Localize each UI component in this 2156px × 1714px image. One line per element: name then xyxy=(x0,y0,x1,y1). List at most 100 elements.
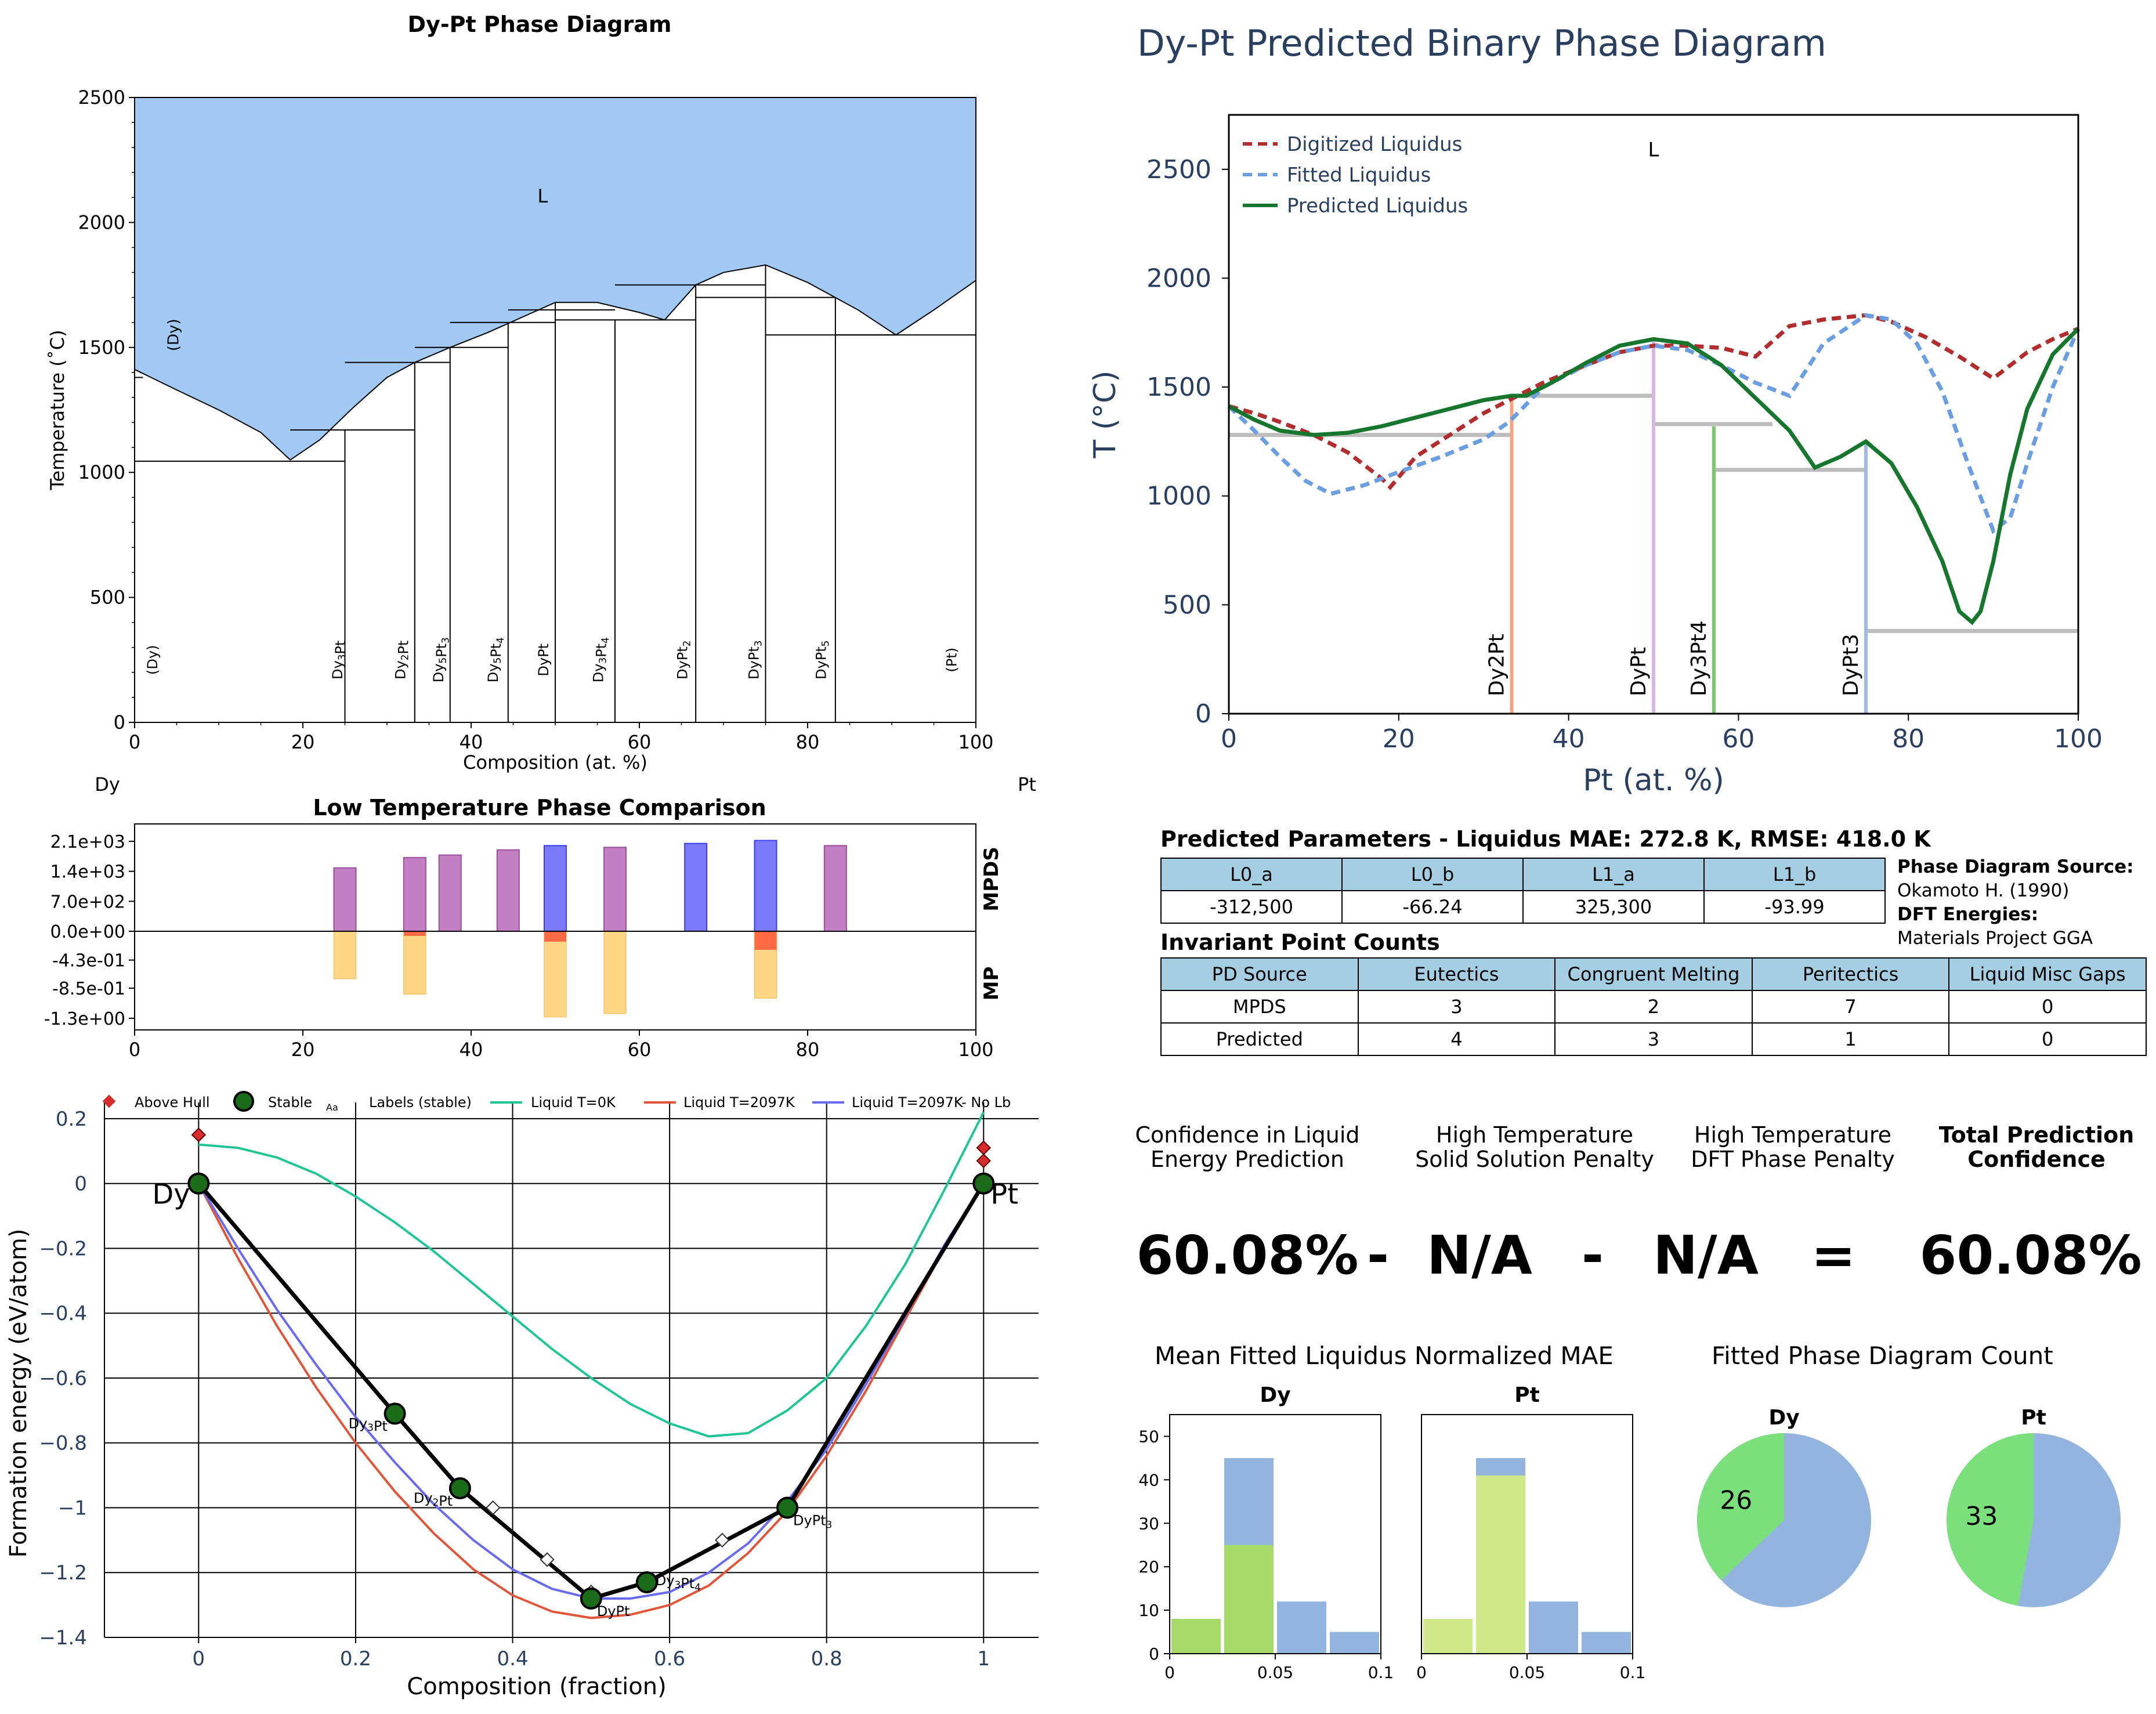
minus-operator: - xyxy=(1366,1224,1390,1286)
hist-frame xyxy=(1421,1414,1633,1654)
x-tick-label: 80 xyxy=(796,731,820,753)
x-tick-label: 0 xyxy=(1416,1663,1427,1682)
confidence-col1-line: Energy Prediction xyxy=(1151,1147,1344,1172)
x-tick-label: 20 xyxy=(1383,724,1415,754)
dft-value: Materials Project GGA xyxy=(1897,928,2093,949)
dy-solution-label: (Dy) xyxy=(165,319,182,351)
legend-label: Above Hull xyxy=(135,1094,210,1111)
x-tick-label: 40 xyxy=(460,1039,483,1061)
mp-bar-offhull xyxy=(403,931,426,936)
comparison-title: Low Temperature Phase Comparison xyxy=(313,795,766,820)
param-header: L0_b xyxy=(1341,858,1524,891)
pie-panel-title: Dy xyxy=(1768,1406,1799,1430)
confidence-col2-line: Solid Solution Penalty xyxy=(1415,1147,1654,1172)
metastable-marker xyxy=(715,1532,730,1548)
phase-label: Dy3Pt xyxy=(330,641,349,679)
phase-label: DyPt5 xyxy=(813,641,831,679)
legend-label: Liquid T=0K xyxy=(531,1094,616,1111)
mp-bar-offhull xyxy=(754,931,777,950)
y-tick-label: 20 xyxy=(1138,1557,1159,1576)
liquidus-curve xyxy=(1228,313,2079,490)
dft-label: DFT Energies: xyxy=(1897,904,2039,925)
y-tick-label: 0.2 xyxy=(56,1108,87,1131)
legend-label: Fitted Liquidus xyxy=(1287,164,1431,187)
y-axis-label: T (°C) xyxy=(1088,370,1123,458)
x-tick-label: 0 xyxy=(129,1039,140,1061)
plot-frame xyxy=(1228,114,2079,715)
y-tick-label: 0.0e+00 xyxy=(50,922,125,942)
x-tick-label: 20 xyxy=(291,731,315,753)
phase-label: Dy5Pt3 xyxy=(431,637,451,682)
hist-bar-total xyxy=(1529,1601,1578,1654)
confidence-col3-line: DFT Phase Penalty xyxy=(1691,1147,1895,1172)
pie-panel-title: Pt xyxy=(2021,1406,2046,1430)
hist-bar-highlight xyxy=(1224,1545,1274,1654)
inv-header: Peritectics xyxy=(1751,957,1950,991)
compound-label: Dy3Pt4 xyxy=(656,1572,701,1593)
y-tick-label: 30 xyxy=(1138,1514,1159,1533)
y-tick-label: 10 xyxy=(1138,1601,1159,1620)
confidence-col4-line: Confidence xyxy=(1967,1147,2106,1172)
confidence-col1-line: Confidence in Liquid xyxy=(1135,1122,1360,1148)
inv-cell: Predicted xyxy=(1160,1022,1359,1056)
y-tick-label: −0.6 xyxy=(39,1367,87,1390)
mpds-bar xyxy=(823,845,847,932)
inv-cell: 2 xyxy=(1554,990,1753,1024)
x-tick-label: 0.1 xyxy=(1620,1663,1646,1682)
y-tick-label: 2.1e+03 xyxy=(50,832,125,852)
x-tick-label: 0.1 xyxy=(1368,1663,1394,1682)
x-tick-label: 60 xyxy=(628,731,652,753)
liquidus-curve xyxy=(1228,327,2080,625)
source-label: Phase Diagram Source: xyxy=(1897,856,2134,877)
mpds-bar xyxy=(754,840,777,932)
x-tick-label: 0.4 xyxy=(497,1647,528,1670)
invariants-title: Invariant Point Counts xyxy=(1160,930,1440,955)
legend-label: Predicted Liquidus xyxy=(1287,194,1468,218)
y-tick-label: 2000 xyxy=(78,211,125,233)
pie-value-label: 26 xyxy=(1720,1486,1752,1516)
param-header: L1_a xyxy=(1522,858,1705,891)
stable-marker xyxy=(580,1587,602,1610)
hist-frame xyxy=(1169,1414,1381,1654)
legend-label: Labels (stable) xyxy=(369,1094,472,1111)
compound-label: Dy2Pt xyxy=(414,1490,453,1509)
x-tick-label: 60 xyxy=(1722,724,1755,754)
plot-frame xyxy=(134,823,976,1030)
above-hull-marker xyxy=(976,1140,992,1155)
y-tick-label: 0 xyxy=(1195,699,1211,729)
left-element-label: Dy xyxy=(95,773,120,795)
legend-label: Digitized Liquidus xyxy=(1287,133,1462,156)
compound-label: DyPt xyxy=(597,1603,630,1619)
x-tick-label: 80 xyxy=(796,1039,820,1061)
y-tick-label: 2500 xyxy=(1146,155,1211,185)
compound-label: Dy3Pt xyxy=(349,1415,388,1434)
x-tick-label: 0 xyxy=(129,731,140,753)
x-tick-label: 0 xyxy=(1164,1663,1175,1682)
inv-cell: MPDS xyxy=(1160,990,1359,1024)
hist-panel-title: Dy xyxy=(1260,1383,1290,1407)
phase-label: (Pt) xyxy=(944,648,960,672)
params-table: L0_a L0_b L1_a L1_b -312,500 -66.24 325,… xyxy=(1160,858,1886,924)
inv-cell: 0 xyxy=(1948,1022,2147,1056)
x-tick-label: 0 xyxy=(193,1647,205,1670)
right-element-label: Pt xyxy=(990,1178,1018,1211)
mp-bar xyxy=(603,931,627,1014)
param-value: -93.99 xyxy=(1703,890,1886,924)
y-tick-label: 2000 xyxy=(1146,263,1211,293)
minus-operator: - xyxy=(1581,1224,1604,1286)
phase-label: DyPt3 xyxy=(746,641,764,679)
metastable-marker xyxy=(485,1500,501,1516)
confidence-col2-line: High Temperature xyxy=(1435,1122,1634,1148)
inv-cell: 3 xyxy=(1554,1022,1753,1056)
pie-value-label: 33 xyxy=(1965,1502,1998,1531)
y-tick-label: -8.5e-01 xyxy=(52,979,125,999)
y-tick-label: 1.4e+03 xyxy=(50,862,125,883)
legend-stable-marker xyxy=(233,1091,254,1112)
stable-marker xyxy=(448,1477,471,1499)
predicted-title: Dy-Pt Predicted Binary Phase Diagram xyxy=(1137,22,1826,64)
x-tick-label: 1 xyxy=(977,1647,990,1670)
confidence-values: 60.08% - N/A - N/A = 60.08% xyxy=(1131,1224,2153,1288)
pie-slice-fitted xyxy=(1947,1433,2034,1606)
x-tick-label: 0.6 xyxy=(654,1647,685,1670)
